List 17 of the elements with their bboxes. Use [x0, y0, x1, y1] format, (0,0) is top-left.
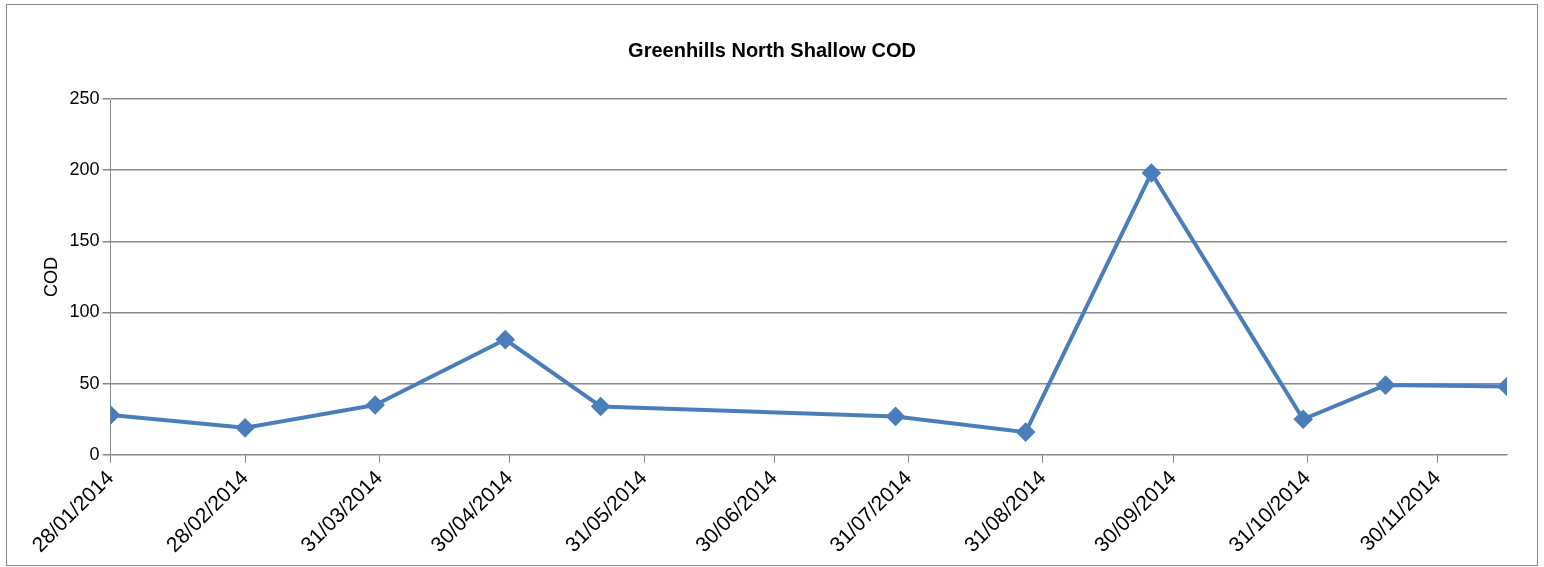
point: [1294, 410, 1313, 429]
point: [1376, 376, 1395, 395]
y-tick-label: 200: [69, 159, 100, 180]
y-tick-label: 0: [89, 443, 100, 464]
point: [236, 418, 255, 437]
point: [591, 397, 610, 416]
point: [1142, 164, 1161, 183]
y-tick-label: 150: [69, 230, 100, 251]
y-tick-label: 250: [69, 87, 100, 108]
y-axis-title: COD: [40, 256, 61, 297]
point: [366, 396, 385, 415]
y-tick-label: 50: [79, 372, 100, 393]
chart-title: Greenhills North Shallow COD: [628, 38, 916, 61]
point: [496, 330, 515, 349]
y-tick-label: 100: [69, 301, 100, 322]
point: [1016, 423, 1035, 442]
point: [886, 407, 905, 426]
